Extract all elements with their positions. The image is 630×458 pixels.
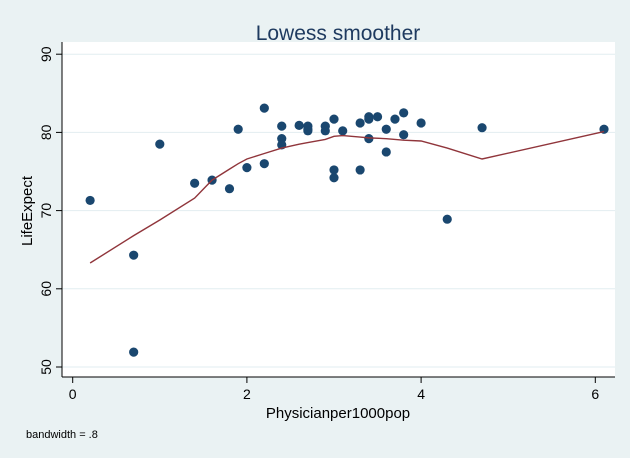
data-point (364, 114, 374, 124)
data-point (442, 214, 452, 224)
data-point (355, 165, 365, 175)
data-point (129, 347, 139, 357)
data-point (372, 112, 383, 122)
data-point (329, 173, 339, 183)
x-tick-label: 4 (417, 386, 425, 402)
data-point (390, 114, 400, 124)
x-tick-label: 0 (69, 386, 77, 402)
data-point (233, 124, 243, 134)
data-point (155, 139, 165, 149)
data-point (329, 165, 339, 175)
data-point (381, 124, 391, 134)
data-point (329, 114, 339, 124)
data-point (416, 118, 426, 128)
y-tick-label: 70 (38, 203, 54, 219)
data-point (320, 126, 330, 136)
data-point (364, 134, 374, 144)
x-axis-label: Physicianper1000pop (266, 405, 410, 422)
y-tick-label: 80 (38, 124, 54, 140)
x-tick-label: 2 (243, 386, 251, 402)
data-point (399, 130, 409, 140)
data-point (338, 126, 348, 136)
y-axis-label: LifeExpect (19, 175, 36, 246)
data-point (294, 120, 304, 130)
data-point (477, 123, 487, 133)
data-point (129, 250, 139, 260)
data-point (224, 184, 235, 194)
data-point (303, 126, 313, 136)
data-point (242, 162, 252, 173)
lowess-line (89, 130, 605, 264)
bandwidth-note: bandwidth = .8 (26, 429, 98, 441)
data-point (277, 121, 287, 131)
data-point (355, 118, 365, 128)
data-point (190, 178, 200, 188)
plot-area (62, 42, 615, 377)
y-tick-label: 90 (38, 46, 54, 62)
x-tick-label: 6 (591, 386, 599, 402)
data-point (259, 159, 269, 169)
data-point (259, 103, 269, 113)
data-point (381, 147, 391, 157)
y-tick-label: 50 (38, 359, 54, 375)
y-tick-label: 60 (38, 281, 54, 297)
data-point (85, 195, 95, 206)
chart-title: Lowess smoother (256, 22, 421, 45)
data-point (399, 108, 409, 118)
